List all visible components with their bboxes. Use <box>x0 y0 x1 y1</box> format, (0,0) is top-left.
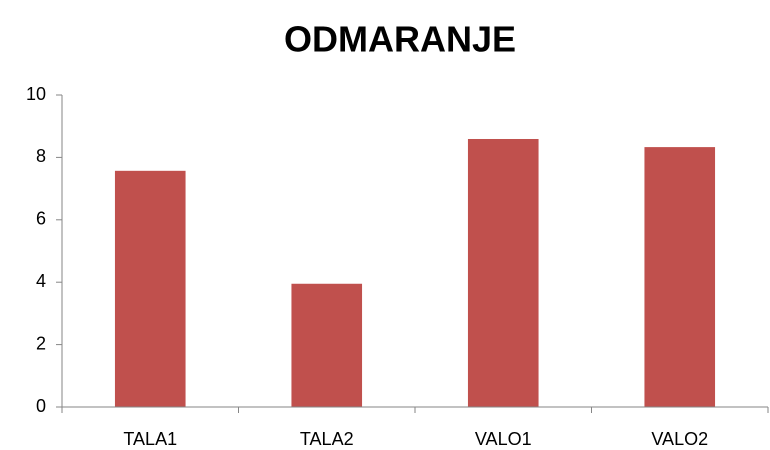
y-tick-label: 4 <box>36 271 46 291</box>
y-tick-label: 10 <box>26 84 46 104</box>
bar <box>291 283 363 407</box>
y-tick-label: 0 <box>36 396 46 416</box>
x-tick-label: TALA2 <box>300 429 354 449</box>
y-tick-label: 6 <box>36 209 46 229</box>
bar <box>114 170 186 407</box>
bar <box>644 147 716 407</box>
bar <box>467 138 539 407</box>
chart-title: ODMARANJE <box>284 19 516 60</box>
y-tick-label: 8 <box>36 146 46 166</box>
y-tick-label: 2 <box>36 333 46 353</box>
x-tick-label: VALO1 <box>475 429 532 449</box>
x-tick-label: TALA1 <box>123 429 177 449</box>
x-tick-label: VALO2 <box>651 429 708 449</box>
